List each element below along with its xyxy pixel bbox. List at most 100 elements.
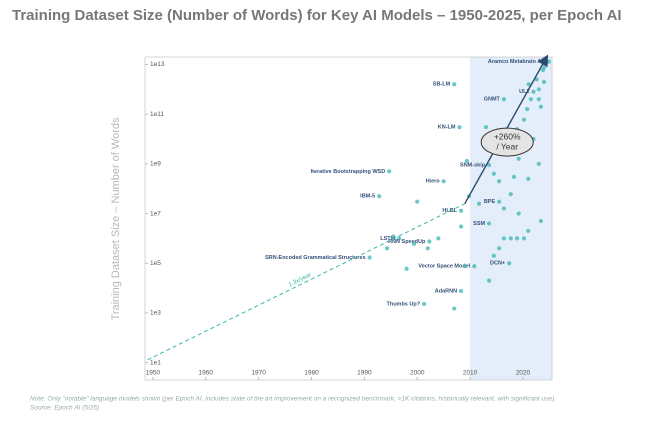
x-tick-label: 2010 — [463, 370, 478, 377]
data-point — [458, 208, 464, 213]
data-point — [404, 266, 409, 271]
y-tick-label: 1e5 — [150, 260, 161, 267]
data-point — [541, 79, 547, 84]
point-label: KN-LM — [438, 125, 456, 131]
data-point — [515, 236, 520, 241]
data-point — [397, 236, 402, 241]
data-point — [476, 201, 482, 206]
data-point — [457, 125, 462, 130]
data-point — [521, 117, 527, 122]
data-point — [501, 236, 506, 241]
data-point — [377, 194, 382, 199]
data-point — [534, 77, 539, 82]
x-tick-label: 2000 — [410, 370, 425, 377]
annotation-bubble — [480, 127, 534, 157]
data-point — [536, 161, 541, 166]
data-point — [411, 241, 417, 247]
y-tick-label: 1e3 — [150, 310, 161, 317]
trend-line — [147, 203, 466, 361]
data-point — [391, 234, 396, 239]
point-label: SSM — [473, 221, 485, 227]
point-label: SNM-skip — [460, 162, 486, 168]
data-point — [508, 192, 513, 197]
data-point — [458, 288, 464, 294]
x-tick-label: 1990 — [357, 370, 372, 377]
y-tick-label: 1e1 — [150, 359, 161, 366]
data-point — [427, 239, 432, 244]
data-point — [497, 246, 502, 251]
data-point — [507, 261, 512, 266]
data-point — [421, 301, 427, 307]
data-point — [538, 104, 544, 109]
data-point — [497, 179, 502, 184]
annotation-text: / Year — [496, 141, 518, 151]
point-label: SB-LM — [433, 82, 451, 88]
data-point — [425, 246, 430, 251]
data-point — [516, 156, 521, 161]
point-label: SRN-Encoded Grammatical Structures — [265, 255, 366, 261]
point-label: DCN+ — [490, 261, 505, 267]
y-tick-label: 1e9 — [150, 161, 161, 168]
data-point — [501, 206, 506, 211]
chart-title: Training Dataset Size (Number of Words) … — [12, 7, 622, 24]
data-point — [367, 255, 372, 260]
data-point — [487, 278, 492, 283]
data-point — [491, 253, 496, 258]
y-axis-label: Training Dataset Size – Number of Words — [110, 117, 122, 320]
trend-label: 1.3x/year — [288, 272, 314, 289]
data-point — [441, 179, 446, 184]
data-point — [387, 169, 392, 174]
data-point — [483, 125, 489, 130]
data-point — [452, 82, 457, 87]
data-point — [531, 89, 536, 94]
data-point — [526, 176, 531, 181]
note: Source: Epoch AI (5/25) — [30, 405, 99, 412]
point-label: RNN SpeedUp — [388, 239, 426, 245]
data-point — [458, 224, 464, 229]
data-point — [384, 246, 390, 251]
data-point — [452, 306, 457, 311]
data-point — [462, 264, 467, 269]
data-point — [497, 199, 502, 204]
y-tick-label: 1e11 — [150, 111, 164, 118]
data-point — [501, 97, 506, 102]
data-point — [538, 218, 544, 224]
x-tick-label: 2020 — [516, 370, 531, 377]
data-point — [536, 97, 541, 102]
annotation-text: +260% — [494, 131, 521, 141]
point-label: Hiero — [426, 179, 441, 185]
data-point — [487, 221, 492, 226]
point-label: AdaRNN — [435, 289, 457, 295]
data-point — [487, 162, 492, 168]
plot-border — [144, 56, 553, 381]
x-tick-label: 1980 — [304, 370, 319, 377]
point-label: Aramco Metabrain AI — [488, 59, 543, 65]
data-point — [540, 67, 546, 73]
data-point — [436, 236, 441, 241]
x-tick-label: 1960 — [199, 370, 214, 377]
data-point — [526, 82, 531, 87]
data-point — [526, 228, 531, 234]
data-point — [464, 158, 469, 164]
x-tick-label: 1970 — [251, 370, 266, 377]
point-label: Thumbs Up? — [386, 301, 420, 307]
point-label: Vector Space Model — [418, 264, 470, 270]
x-tick-label: 1950 — [146, 370, 161, 377]
note: Note: Only "notable" language models sho… — [30, 396, 556, 403]
highlight-region — [470, 57, 552, 380]
point-label: UL2 — [519, 89, 529, 95]
point-label: Iterative Bootstrapping WSD — [311, 169, 386, 175]
point-label: BPE — [484, 199, 496, 205]
data-point — [542, 64, 547, 69]
data-point — [516, 211, 521, 216]
point-label: IBM-5 — [360, 194, 375, 200]
point-label: GNMT — [484, 97, 501, 103]
data-point — [546, 59, 551, 64]
data-point — [525, 107, 530, 112]
data-point — [528, 97, 533, 102]
data-point — [491, 171, 496, 176]
y-tick-label: 1e7 — [150, 210, 161, 217]
y-tick-label: 1e13 — [150, 61, 165, 68]
data-point — [472, 264, 477, 269]
